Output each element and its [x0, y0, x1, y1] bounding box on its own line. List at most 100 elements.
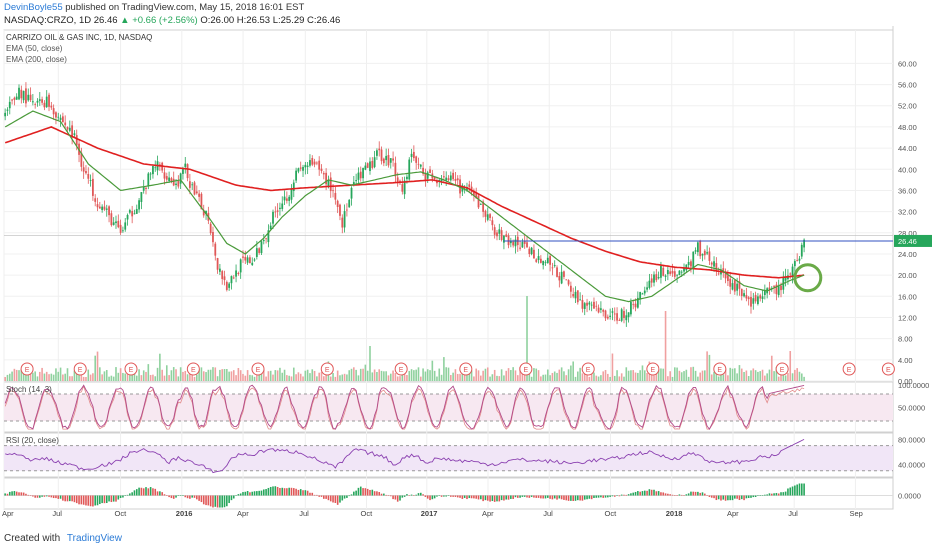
- volume-bar: [546, 369, 549, 381]
- volume-bar: [722, 374, 725, 381]
- osc-bar: [422, 494, 424, 496]
- volume-bar: [212, 367, 214, 381]
- osc-bar: [593, 495, 595, 498]
- volume-bar: [671, 376, 674, 381]
- volume-bar: [678, 370, 681, 381]
- candle-body: [486, 214, 489, 220]
- candle-body: [188, 181, 191, 188]
- osc-bar: [669, 494, 671, 496]
- volume-bar: [754, 370, 757, 381]
- osc-bar: [156, 491, 159, 496]
- osc-bar: [281, 487, 284, 496]
- candle-body: [219, 268, 221, 272]
- volume-bar: [267, 371, 270, 381]
- osc-bar: [126, 494, 129, 496]
- volume-bar: [768, 369, 771, 381]
- volume-bar: [383, 371, 385, 381]
- osc-bar: [41, 495, 43, 497]
- volume-bar: [82, 376, 85, 381]
- volume-bar: [110, 375, 113, 381]
- osc-bar: [542, 495, 544, 499]
- candle-body: [341, 217, 344, 228]
- osc-bar: [34, 495, 36, 498]
- candle-body: [186, 164, 189, 179]
- created-with: Created with: [4, 533, 61, 544]
- candle-body: [94, 198, 97, 202]
- candle-body: [96, 204, 99, 208]
- volume-bar: [399, 376, 401, 381]
- volume-bar: [385, 371, 387, 381]
- volume-bar: [417, 367, 420, 381]
- osc-bar: [798, 483, 801, 496]
- candle-body: [281, 203, 284, 209]
- volume-bar: [623, 376, 625, 381]
- osc-bar: [406, 494, 408, 496]
- candle-body: [625, 315, 628, 321]
- volume-bar: [350, 368, 353, 381]
- volume-bar: [583, 372, 586, 381]
- candle-body: [722, 268, 725, 273]
- osc-bar: [516, 495, 519, 498]
- volume-bar: [126, 373, 129, 381]
- osc-bar: [32, 495, 34, 497]
- candle-body: [364, 165, 367, 170]
- candle-body: [267, 230, 270, 243]
- change: ▲ +0.66 (+2.56%): [120, 15, 198, 26]
- candle-body: [433, 176, 436, 180]
- osc-bar: [440, 495, 443, 497]
- candle-body: [777, 286, 780, 296]
- candle-body: [500, 230, 503, 240]
- osc-bar: [168, 495, 170, 498]
- osc-bar: [759, 495, 762, 496]
- legend-ema50: EMA (50, close): [6, 44, 63, 53]
- volume-bar: [486, 367, 489, 381]
- osc-bar: [179, 495, 182, 496]
- candle-body: [694, 250, 697, 252]
- volume-bar: [697, 376, 699, 381]
- candle-body: [800, 244, 803, 257]
- candle-body: [549, 256, 551, 265]
- last-price-label: 26.46: [898, 237, 917, 246]
- volume-bar: [246, 370, 249, 381]
- tradingview-logo[interactable]: TradingView: [66, 533, 122, 544]
- osc-bar: [782, 492, 785, 496]
- price-tick-label: 20.00: [898, 271, 917, 280]
- volume-bar: [189, 372, 191, 381]
- candle-body: [359, 171, 362, 179]
- volume-bar: [313, 370, 316, 381]
- osc-bar: [410, 494, 413, 496]
- osc-bar: [165, 495, 168, 496]
- osc-bar: [124, 495, 127, 496]
- volume-bar: [572, 361, 574, 381]
- osc-bar: [738, 495, 741, 501]
- candle-body: [648, 280, 651, 288]
- osc-bar: [510, 495, 512, 499]
- candle-body: [456, 178, 459, 181]
- osc-bar: [142, 488, 145, 496]
- osc-bar: [611, 495, 614, 497]
- candle-body: [583, 303, 586, 309]
- candle-body: [158, 164, 161, 166]
- osc-bar: [228, 495, 230, 504]
- osc-bar: [673, 495, 676, 496]
- earnings-marker-label: E: [78, 367, 83, 374]
- volume-bar: [43, 373, 46, 381]
- volume-bar: [503, 375, 505, 381]
- volume-bar: [163, 375, 166, 381]
- candle-body: [512, 241, 515, 246]
- author-link[interactable]: DevinBoyle55: [4, 2, 63, 13]
- price-chart[interactable]: 60.00 56.00 52.00 48.00 44.00 40.00 36.00 32.00…: [0, 26, 932, 531]
- osc-bar: [371, 489, 374, 496]
- osc-bar: [75, 495, 78, 504]
- candle-body: [336, 200, 339, 207]
- osc-bar: [265, 489, 267, 496]
- volume-bar: [558, 369, 561, 381]
- osc-bar: [708, 495, 711, 497]
- volume-bar: [577, 371, 579, 381]
- volume-bar: [482, 370, 484, 381]
- volume-bar: [177, 376, 180, 381]
- osc-bar: [147, 488, 150, 496]
- candle-body: [184, 163, 187, 167]
- osc-bar: [59, 495, 62, 499]
- osc-bar: [177, 495, 180, 496]
